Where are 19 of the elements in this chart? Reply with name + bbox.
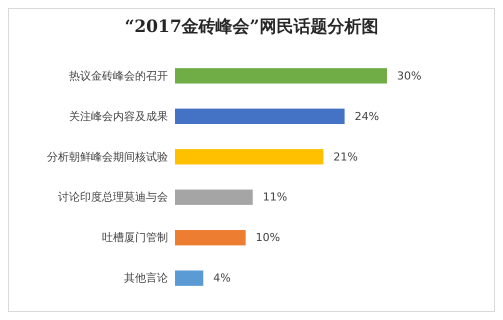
data-label: 11% [262,190,288,204]
chart-title: “2017金砖峰会”网民话题分析图 [124,17,378,37]
y-tick-label: 其他言论 [124,272,168,285]
bar [175,190,253,205]
y-tick-label: 分析朝鲜峰会期间核试验 [47,150,168,164]
y-tick-label: 热议金砖峰会的召开 [69,69,168,82]
bar [175,108,345,124]
bar [175,270,204,286]
y-tick-label: 讨论印度总理莫迪与会 [58,190,168,204]
bar [175,230,246,246]
data-label: 30% [397,69,422,82]
data-label: 4% [213,272,231,285]
data-label: 24% [354,110,380,123]
data-label: 21% [333,150,358,164]
y-tick-label: 吐槽厦门管制 [102,231,168,244]
y-tick-label: 关注峰会内容及成果 [69,110,168,123]
data-label: 10% [256,231,280,244]
bar [175,68,387,84]
bar [175,149,324,164]
